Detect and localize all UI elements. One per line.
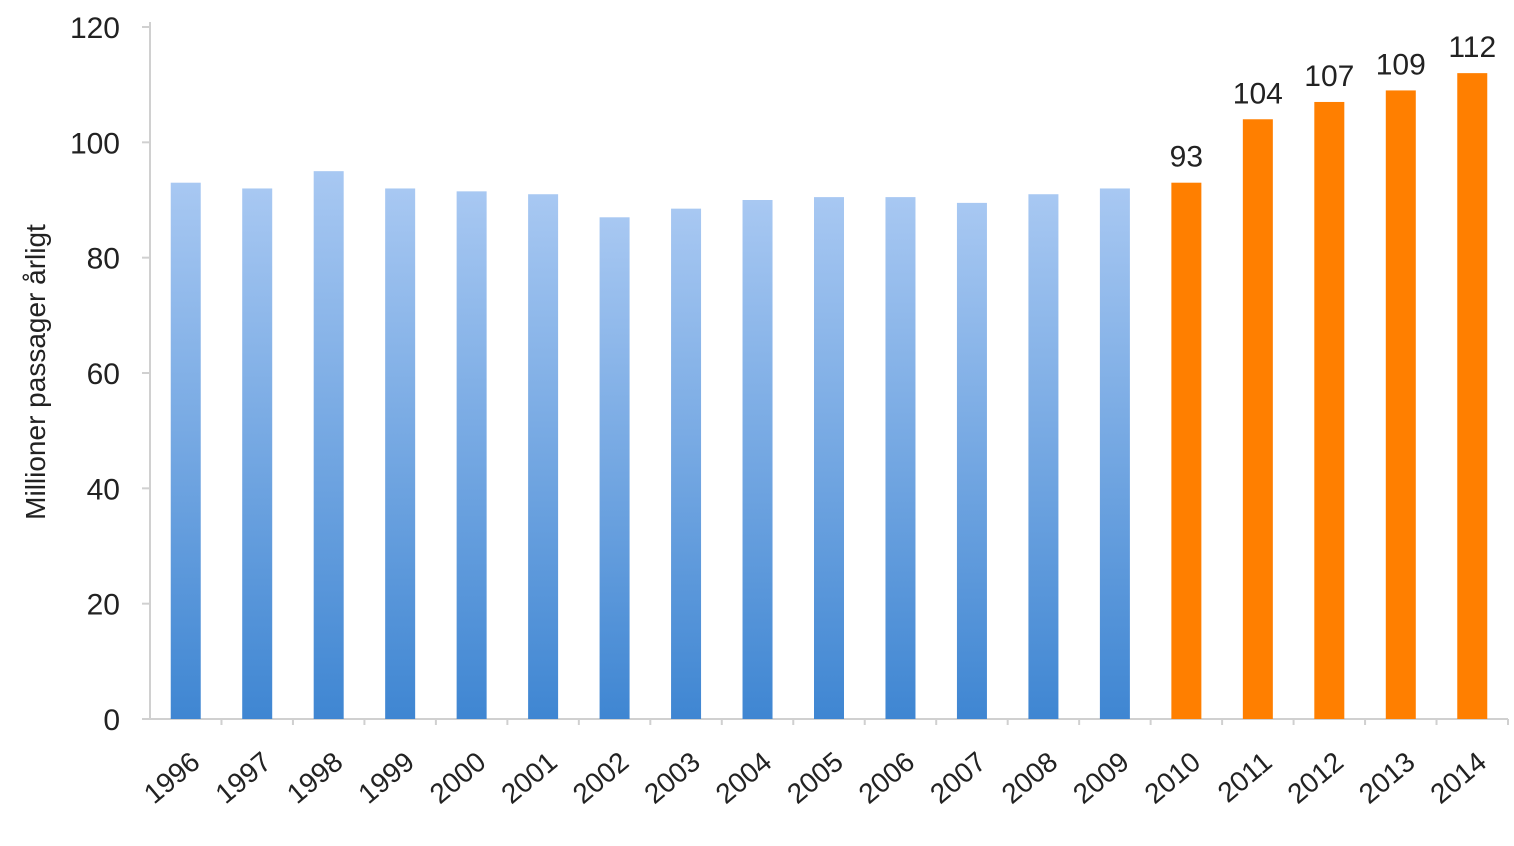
data-label-2014: 112	[1448, 31, 1496, 64]
data-label-2012: 107	[1304, 60, 1354, 93]
bar-1998	[313, 171, 344, 719]
y-tick-label: 120	[70, 12, 120, 45]
bar-2003	[671, 208, 702, 719]
y-tick-label: 20	[87, 589, 120, 622]
y-tick-label: 60	[87, 358, 120, 391]
x-tick-label-2002: 2002	[567, 746, 635, 810]
y-tick-label: 0	[103, 704, 120, 737]
bar-2010	[1171, 182, 1202, 719]
x-tick-label-2012: 2012	[1282, 746, 1350, 810]
y-tick-label: 40	[87, 473, 120, 506]
bar-2000	[456, 191, 487, 720]
x-tick-label-2014: 2014	[1424, 746, 1492, 810]
bar-1999	[385, 188, 416, 719]
bar-2008	[1028, 194, 1059, 719]
x-tick-label-1998: 1998	[281, 746, 349, 810]
bar-2005	[814, 197, 844, 719]
bars	[170, 73, 1488, 720]
x-tick-label-2000: 2000	[424, 746, 492, 810]
data-label-2011: 104	[1233, 77, 1283, 110]
bar-2007	[956, 202, 987, 720]
bar-2014	[1457, 73, 1488, 720]
bar-2009	[1099, 188, 1130, 719]
bar-2002	[599, 217, 630, 720]
x-tick-label-2013: 2013	[1353, 746, 1421, 810]
x-tick-label-2007: 2007	[924, 746, 992, 810]
bar-1996	[170, 182, 201, 719]
x-tick-label-2001: 2001	[495, 746, 563, 810]
bar-2001	[528, 194, 559, 719]
y-tick-label: 80	[87, 243, 120, 276]
x-tick-label-2006: 2006	[853, 746, 921, 810]
x-tick-label-2008: 2008	[996, 746, 1064, 810]
x-tick-label-1996: 1996	[138, 746, 206, 810]
y-ticks: 0 20 40 60 80 100 120	[70, 12, 150, 737]
x-tick-label-1999: 1999	[352, 746, 420, 810]
x-tick-label-2004: 2004	[710, 746, 778, 810]
data-label-2013: 109	[1376, 48, 1426, 81]
bar-2012	[1314, 101, 1345, 719]
y-tick-label: 100	[70, 127, 120, 160]
data-labels: 93 104 107 109 112	[1170, 31, 1496, 174]
bar-2011	[1242, 119, 1273, 720]
x-tick-label-2005: 2005	[781, 746, 849, 810]
data-label-2010: 93	[1170, 141, 1203, 174]
x-labels: 1996 1997 1998 1999 2000 2001 2002 2003 2004 2005…	[138, 719, 1509, 810]
bar-2013	[1385, 90, 1416, 719]
bar-2004	[742, 200, 773, 719]
x-tick-label-1997: 1997	[209, 746, 277, 810]
x-tick-label-2011: 2011	[1212, 746, 1278, 808]
bar-1997	[242, 188, 273, 719]
x-tick-label-2009: 2009	[1067, 746, 1135, 810]
x-tick-label-2003: 2003	[638, 746, 706, 810]
bar-2006	[885, 197, 916, 719]
x-tick-label-2010: 2010	[1139, 746, 1207, 810]
y-axis-title: Millioner passager årligt	[20, 224, 51, 520]
y-axis-title-group: Millioner passager årligt	[20, 224, 51, 520]
